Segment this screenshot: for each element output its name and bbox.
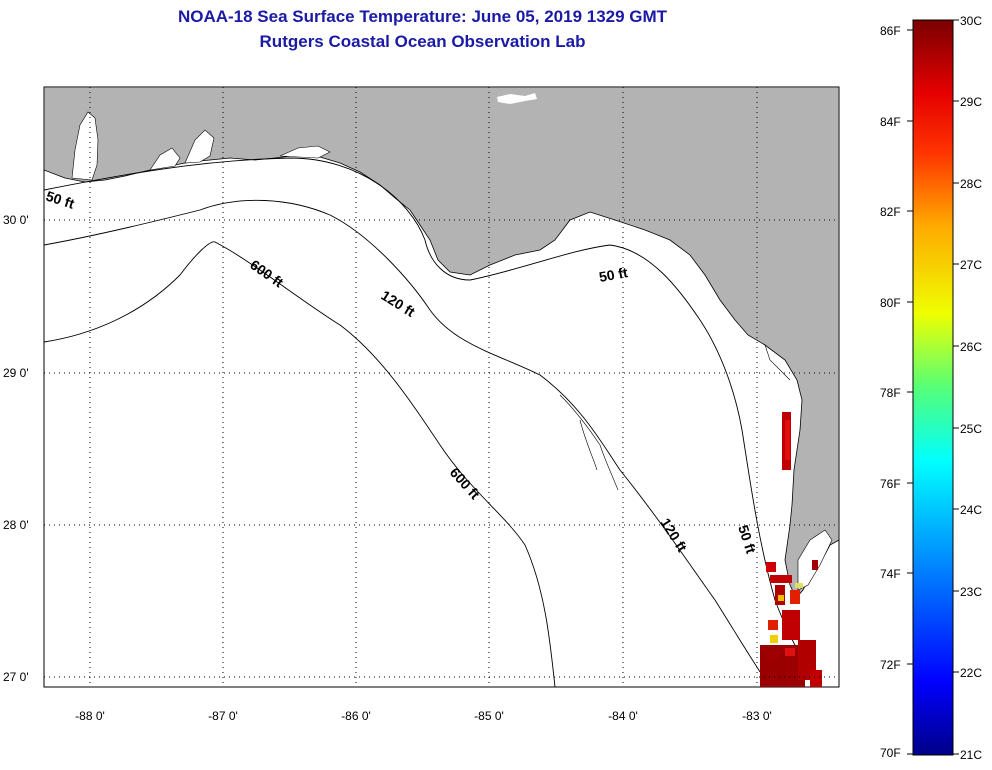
colorbar-c-label: 25C (960, 422, 982, 436)
colorbar-c-label: 24C (960, 503, 982, 517)
bay-mobile (71, 111, 99, 181)
colorbar (912, 19, 954, 756)
graticule (44, 87, 839, 687)
colorbar-f-label: 76F (880, 477, 901, 491)
colorbar-f-label: 86F (880, 24, 901, 38)
sst-data-pixels (760, 412, 822, 687)
colorbar-c-label: 28C (960, 177, 982, 191)
colorbar-c-label: 22C (960, 666, 982, 680)
lon-tick-label: -85 0' (474, 709, 504, 723)
land-florida (44, 87, 839, 599)
lon-tick-label: -84 0' (608, 709, 638, 723)
lat-tick-label: 29 0' (3, 366, 29, 380)
colorbar-f-label: 84F (880, 115, 901, 129)
colorbar-f-label: 74F (880, 567, 901, 581)
bay-stjoe (279, 145, 331, 159)
colorbar-f-label: 72F (880, 658, 901, 672)
lat-tick-label: 27 0' (3, 670, 29, 684)
bay-pensacola (149, 147, 181, 171)
colorbar-c-ticks (953, 19, 959, 755)
lat-tick-label: 30 0' (3, 213, 29, 227)
contour-120ft (44, 199, 771, 687)
contour-50ft (44, 157, 823, 687)
colorbar-c-label: 21C (960, 748, 982, 762)
colorbar-f-label: 82F (880, 205, 901, 219)
lon-tick-label: -87 0' (208, 709, 238, 723)
map-title: NOAA-18 Sea Surface Temperature: June 05… (177, 7, 668, 26)
colorbar-f-label: 78F (880, 386, 901, 400)
lon-tick-label: -83 0' (742, 709, 772, 723)
colorbar-c-label: 29C (960, 95, 982, 109)
lat-tick-label: 28 0' (3, 518, 29, 532)
colorbar-f-label: 70F (880, 746, 901, 760)
map-subtitle: Rutgers Coastal Ocean Observation Lab (259, 32, 586, 51)
colorbar-f-ticks (907, 29, 913, 755)
coastline-detail (559, 344, 791, 491)
lon-tick-label: -86 0' (341, 709, 371, 723)
colorbar-c-label: 26C (960, 340, 982, 354)
contour-600ft (44, 241, 556, 687)
colorbar-c-label: 27C (960, 258, 982, 272)
bay-choctawhatchee (184, 129, 215, 164)
lon-tick-label: -88 0' (75, 709, 105, 723)
colorbar-c-label: 30C (960, 14, 982, 28)
colorbar-c-label: 23C (960, 585, 982, 599)
lake-inland (497, 93, 537, 104)
contour-label-50ft: 50 ft (598, 264, 629, 285)
colorbar-f-label: 80F (880, 296, 901, 310)
